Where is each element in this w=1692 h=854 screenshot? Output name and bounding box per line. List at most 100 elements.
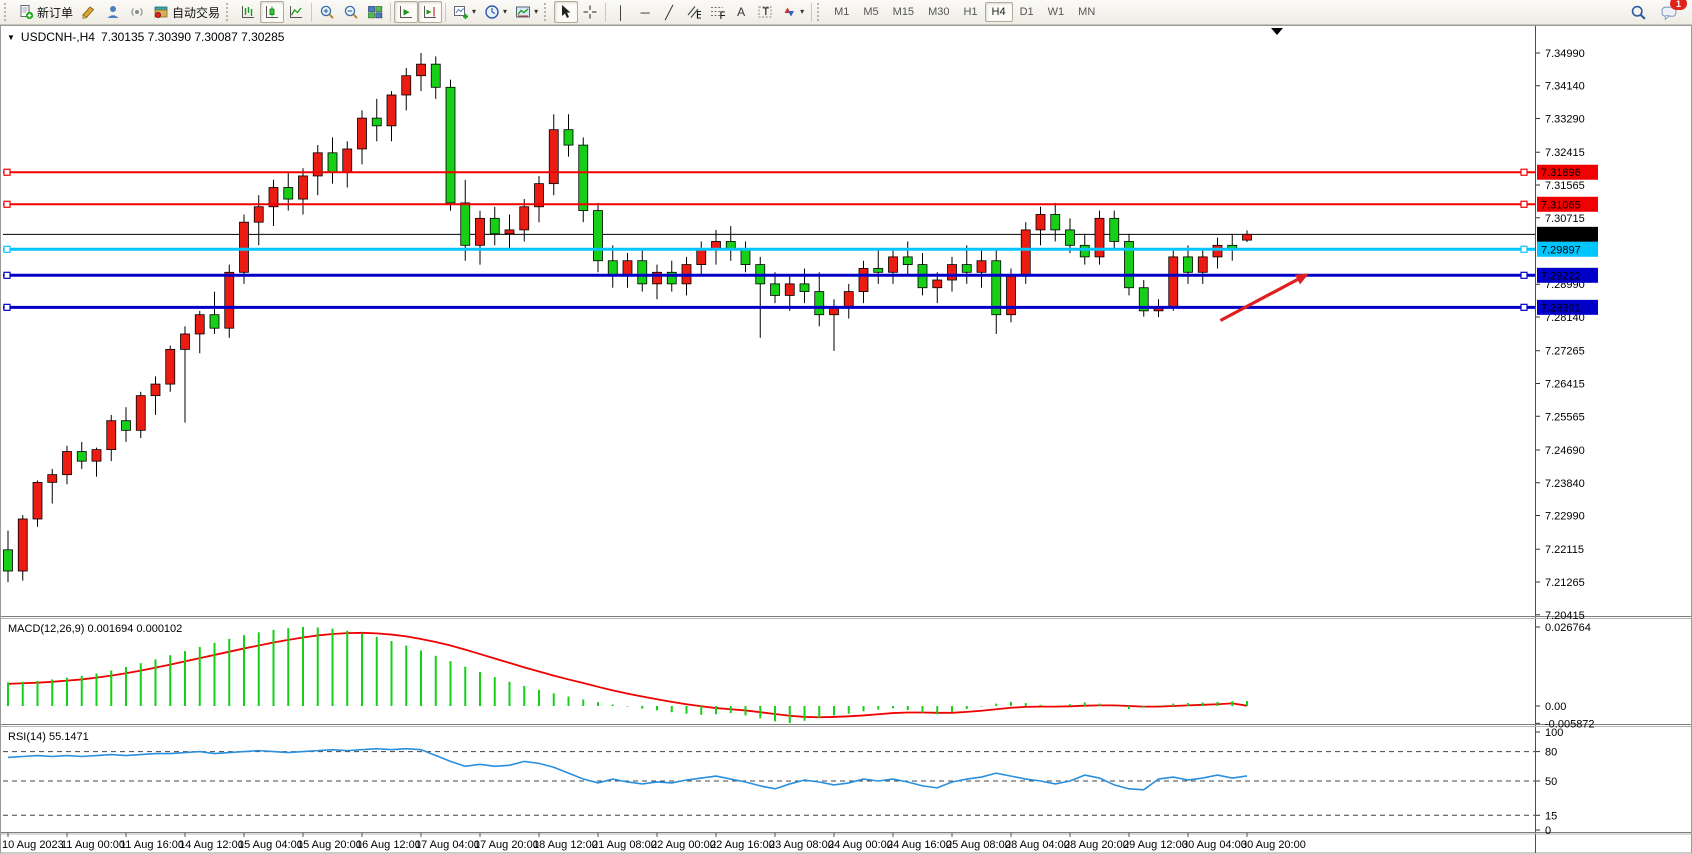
candle bbox=[932, 279, 943, 289]
svg-text:30 Aug 04:00: 30 Aug 04:00 bbox=[1182, 839, 1247, 851]
candle bbox=[858, 268, 869, 292]
indicators-icon bbox=[454, 6, 469, 19]
signals-button[interactable] bbox=[125, 1, 149, 23]
toolbar-grip[interactable] bbox=[544, 3, 550, 21]
timeframe-button-D1[interactable]: D1 bbox=[1013, 2, 1041, 22]
tile-windows-button[interactable] bbox=[363, 1, 387, 23]
notification-badge[interactable]: 1 bbox=[1670, 0, 1687, 10]
toolbar-separator bbox=[811, 2, 813, 22]
svg-text:29 Aug 12:00: 29 Aug 12:00 bbox=[1123, 839, 1188, 851]
resistance-line-7.31896[interactable] bbox=[3, 168, 1535, 176]
svg-text:7.21265: 7.21265 bbox=[1545, 577, 1585, 589]
fibonacci-button[interactable]: F bbox=[705, 1, 729, 23]
chart-shift-marker-icon[interactable] bbox=[1271, 28, 1283, 35]
chart-shift-icon bbox=[424, 6, 437, 18]
annotation-arrow[interactable] bbox=[1219, 273, 1309, 322]
svg-text:7.30285: 7.30285 bbox=[1541, 229, 1581, 241]
svg-text:0.026764: 0.026764 bbox=[1545, 622, 1591, 634]
candle bbox=[947, 264, 957, 281]
candle bbox=[445, 86, 456, 204]
chart-symbol-period: USDCNH-,H4 bbox=[20, 30, 95, 44]
candle bbox=[342, 148, 353, 173]
toolbar-grip[interactable] bbox=[4, 3, 10, 21]
candle bbox=[268, 187, 279, 208]
rsi-indicator-label: RSI(14) 55.1471 bbox=[8, 731, 89, 743]
line-chart-button[interactable] bbox=[284, 1, 308, 23]
search-button[interactable] bbox=[1626, 1, 1651, 23]
candle bbox=[357, 117, 367, 150]
text-label-button[interactable]: T bbox=[753, 1, 777, 23]
bar-chart-button[interactable] bbox=[236, 1, 260, 23]
bar-chart-icon bbox=[242, 6, 255, 18]
crosshair-button[interactable] bbox=[578, 1, 602, 23]
svg-text:17 Aug 04:00: 17 Aug 04:00 bbox=[415, 839, 480, 851]
trendline-button[interactable]: ╱ bbox=[657, 1, 681, 23]
templates-button[interactable]: ▾ bbox=[511, 1, 542, 23]
candle bbox=[652, 271, 662, 285]
zoom-in-button[interactable] bbox=[315, 1, 339, 23]
candle bbox=[504, 229, 515, 235]
svg-text:24 Aug 16:00: 24 Aug 16:00 bbox=[887, 839, 952, 851]
svg-text:0.00: 0.00 bbox=[1545, 701, 1566, 713]
macd-pane: 0.026764 0.00 -0.005872 bbox=[7, 622, 1595, 730]
candle bbox=[1079, 244, 1090, 258]
timeframe-button-M1[interactable]: M1 bbox=[827, 2, 856, 22]
support-line-7.29897[interactable] bbox=[3, 245, 1535, 253]
price-label-7.28391: 7.28391 bbox=[1537, 299, 1598, 315]
candle bbox=[799, 283, 810, 292]
cursor-button[interactable] bbox=[554, 1, 579, 23]
svg-text:24 Aug 00:00: 24 Aug 00:00 bbox=[828, 839, 893, 851]
market-watch-button[interactable] bbox=[101, 1, 125, 23]
candle bbox=[62, 451, 72, 476]
crosshair-icon bbox=[583, 5, 597, 19]
timeframe-button-W1[interactable]: W1 bbox=[1041, 2, 1072, 22]
candles-layer bbox=[3, 52, 1252, 583]
candle bbox=[534, 183, 544, 208]
charts-profile-button[interactable] bbox=[77, 1, 101, 23]
zoom-out-button[interactable] bbox=[339, 1, 363, 23]
periods-button[interactable]: ▾ bbox=[480, 1, 511, 23]
chart-title-bar: ▼ USDCNH-,H4 7.30135 7.30390 7.30087 7.3… bbox=[7, 30, 284, 44]
timeframe-button-M15[interactable]: M15 bbox=[886, 2, 921, 22]
timeframe-button-H4[interactable]: H4 bbox=[984, 2, 1013, 22]
text-button[interactable]: A bbox=[729, 1, 753, 23]
chart-shift-button[interactable] bbox=[418, 1, 443, 23]
arrows-button[interactable]: ▾ bbox=[777, 1, 808, 23]
support-line-7.29222[interactable] bbox=[3, 271, 1535, 279]
price-axis: 7.34990 7.34140 7.33290 7.32415 7.31565 7.307… bbox=[1536, 48, 1585, 622]
chart-dropdown-icon[interactable]: ▼ bbox=[7, 32, 15, 42]
auto-trading-button[interactable]: 自动交易 bbox=[149, 1, 224, 23]
toolbar-grip[interactable] bbox=[817, 3, 823, 21]
new-order-button[interactable]: 新订单 bbox=[14, 1, 77, 23]
vertical-line-button[interactable]: │ bbox=[609, 1, 633, 23]
support-line-7.28391[interactable] bbox=[3, 303, 1535, 311]
candle bbox=[1212, 244, 1223, 258]
svg-text:11 Aug 00:00: 11 Aug 00:00 bbox=[61, 839, 125, 851]
equidistant-channel-button[interactable]: E bbox=[681, 1, 705, 23]
timeframe-button-M30[interactable]: M30 bbox=[921, 2, 956, 22]
chart-window: 7.34990 7.34140 7.33290 7.32415 7.31565 7.307… bbox=[0, 25, 1692, 854]
svg-text:15 Aug 20:00: 15 Aug 20:00 bbox=[297, 839, 362, 851]
candle bbox=[150, 383, 161, 397]
indicators-button[interactable]: ▾ bbox=[449, 1, 480, 23]
chart-ohlc-values: 7.30135 7.30390 7.30087 7.30285 bbox=[100, 30, 285, 44]
svg-text:28 Aug 04:00: 28 Aug 04:00 bbox=[1005, 839, 1070, 851]
svg-text:17 Aug 20:00: 17 Aug 20:00 bbox=[474, 839, 539, 851]
svg-text:7.34990: 7.34990 bbox=[1545, 48, 1585, 60]
dropdown-caret-icon: ▾ bbox=[534, 7, 539, 16]
timeframe-button-H1[interactable]: H1 bbox=[956, 2, 984, 22]
auto-scroll-button[interactable] bbox=[394, 1, 419, 23]
horizontal-line-button[interactable]: ─ bbox=[633, 1, 657, 23]
tile-windows-icon bbox=[368, 6, 383, 19]
resistance-line-7.31065[interactable] bbox=[3, 200, 1535, 208]
timeframe-button-M5[interactable]: M5 bbox=[856, 2, 885, 22]
candlestick-chart-button[interactable] bbox=[260, 1, 285, 23]
svg-text:7.29222: 7.29222 bbox=[1541, 270, 1581, 282]
svg-text:11 Aug 16:00: 11 Aug 16:00 bbox=[120, 839, 184, 851]
toolbar-grip[interactable] bbox=[226, 3, 232, 21]
vertical-line-icon: │ bbox=[617, 4, 626, 20]
candle bbox=[298, 175, 308, 200]
timeframe-button-MN[interactable]: MN bbox=[1071, 2, 1102, 22]
toolbar-separator bbox=[605, 2, 607, 22]
